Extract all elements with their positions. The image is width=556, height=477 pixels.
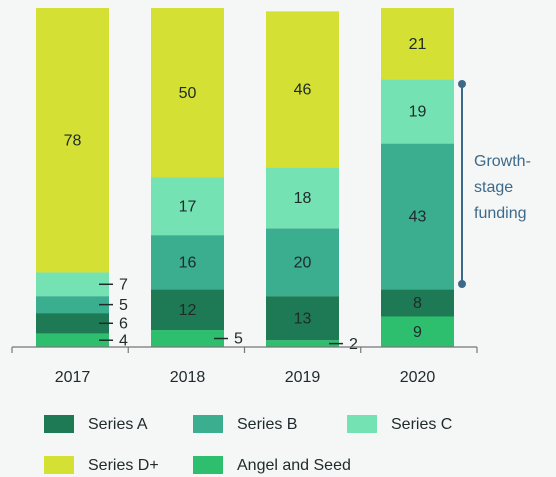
bar-segment (381, 316, 454, 347)
bar-segment (36, 272, 109, 297)
x-tick-label: 2018 (170, 369, 206, 386)
legend-swatch (44, 415, 74, 433)
bar-segment (266, 340, 339, 347)
bar-segment (36, 8, 109, 273)
bar-segment (381, 8, 454, 80)
x-tick-label: 2017 (55, 369, 91, 386)
value-label: 5 (119, 297, 128, 314)
bar-segment (36, 296, 109, 314)
bar-segment (381, 289, 454, 317)
x-tick-label: 2019 (285, 369, 321, 386)
legend-label: Series D+ (88, 457, 159, 474)
legend-label: Series A (88, 416, 148, 433)
legend-label: Series B (237, 416, 297, 433)
value-label: 9 (413, 324, 422, 341)
bar-segment (381, 79, 454, 144)
value-label: 17 (179, 199, 197, 216)
legend-swatch (347, 415, 377, 433)
bar-segment (266, 228, 339, 297)
bar-segment (151, 289, 224, 331)
bar-segment (36, 333, 109, 347)
bracket-dot (458, 280, 466, 288)
legend-label: Angel and Seed (237, 457, 351, 474)
bar-segment (151, 330, 224, 347)
value-label: 13 (294, 310, 312, 327)
x-tick-label: 2020 (400, 369, 436, 386)
annotation: Growth- (474, 153, 531, 170)
value-label: 2 (349, 336, 358, 353)
bar-segment (151, 8, 224, 178)
value-label: 12 (179, 302, 197, 319)
value-label: 20 (294, 254, 312, 271)
value-label: 16 (179, 254, 197, 271)
value-label: 21 (409, 36, 427, 53)
annotation: funding (474, 205, 527, 222)
legend-swatch (193, 415, 223, 433)
bar-segment (151, 235, 224, 290)
bar-segment (266, 296, 339, 341)
value-label: 46 (294, 82, 312, 99)
legend-label: Series C (391, 416, 452, 433)
value-label: 6 (119, 315, 128, 332)
annotation: stage (474, 179, 513, 196)
value-label: 7 (119, 277, 128, 294)
value-label: 78 (64, 132, 82, 149)
value-label: 8 (413, 295, 422, 312)
bar-segment (151, 177, 224, 236)
legend-swatch (193, 456, 223, 474)
bar-segment (266, 11, 339, 168)
value-label: 5 (234, 331, 243, 348)
value-label: 4 (119, 332, 128, 349)
bar-segment (266, 167, 339, 229)
bar-segment (36, 313, 109, 334)
bracket-dot (458, 80, 466, 88)
bar-segment (381, 143, 454, 290)
legend-swatch (44, 456, 74, 474)
value-label: 19 (409, 104, 427, 121)
value-label: 50 (179, 85, 197, 102)
value-label: 43 (409, 209, 427, 226)
value-label: 18 (294, 190, 312, 207)
